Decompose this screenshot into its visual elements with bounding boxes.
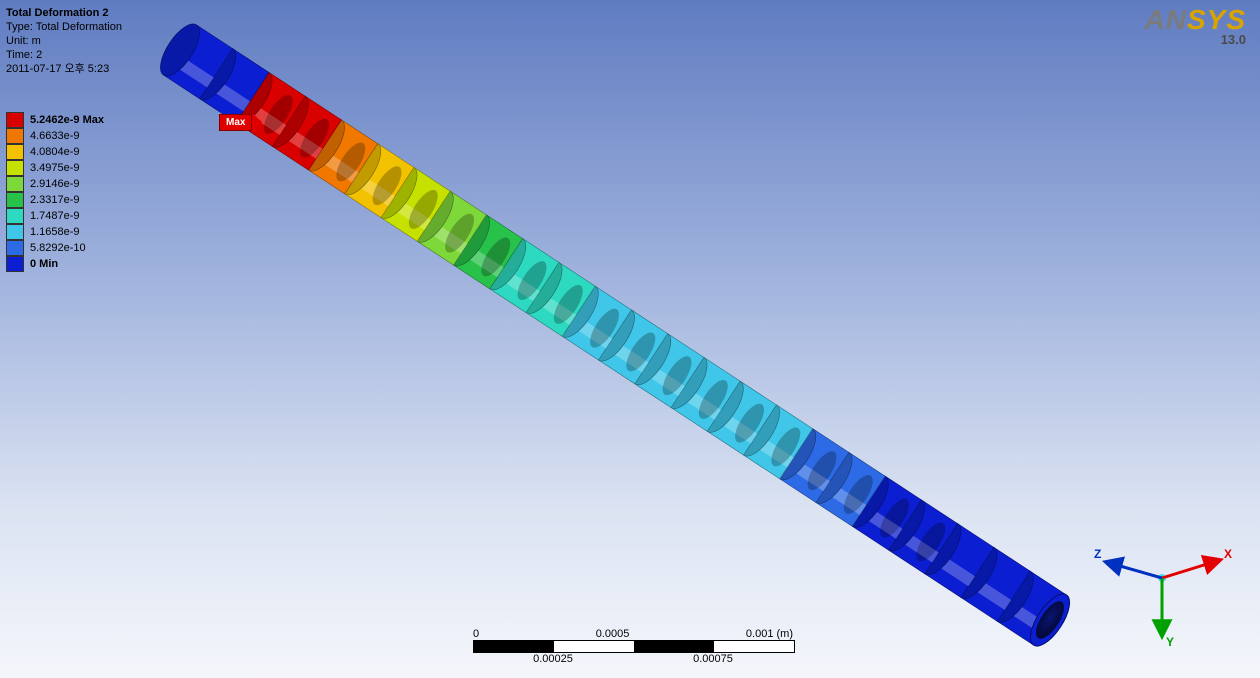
legend-label: 1.7487e-9 <box>30 210 80 222</box>
result-title: Total Deformation 2 <box>6 6 122 20</box>
result-time: Time: 2 <box>6 48 122 62</box>
result-type: Type: Total Deformation <box>6 20 122 34</box>
legend-label: 0 Min <box>30 258 58 270</box>
legend-row: 1.7487e-9 <box>6 208 104 224</box>
scale-blocks <box>473 640 795 653</box>
scale-label: 0.00075 <box>693 653 733 665</box>
legend-swatch <box>6 256 24 272</box>
legend-row: 2.3317e-9 <box>6 192 104 208</box>
legend-row: 2.9146e-9 <box>6 176 104 192</box>
result-timestamp: 2011-07-17 오후 5:23 <box>6 62 122 76</box>
scale-label: 0.0005 <box>596 628 630 640</box>
legend-swatch <box>6 192 24 208</box>
logo-sys: SYS <box>1187 4 1246 35</box>
legend-row: 1.1658e-9 <box>6 224 104 240</box>
legend-label: 2.3317e-9 <box>30 194 80 206</box>
legend-label: 2.9146e-9 <box>30 178 80 190</box>
color-legend: 5.2462e-9 Max 4.6633e-9 4.0804e-9 3.4975e-9… <box>6 112 104 272</box>
result-info: Total Deformation 2 Type: Total Deformat… <box>6 6 122 76</box>
max-probe-flag[interactable]: Max <box>219 113 262 131</box>
legend-label: 1.1658e-9 <box>30 226 80 238</box>
scale-label: 0.001 (m) <box>746 628 793 640</box>
viewport[interactable]: Total Deformation 2 Type: Total Deformat… <box>0 0 1260 678</box>
legend-row: 5.2462e-9 Max <box>6 112 104 128</box>
legend-swatch <box>6 224 24 240</box>
legend-swatch <box>6 208 24 224</box>
max-flag-arrow-icon <box>252 113 262 131</box>
logo-an: AN <box>1145 4 1187 35</box>
result-geometry[interactable] <box>0 0 1260 678</box>
legend-row: 0 Min <box>6 256 104 272</box>
legend-row: 4.6633e-9 <box>6 128 104 144</box>
legend-label: 4.6633e-9 <box>30 130 80 142</box>
triad-z-axis-icon <box>1106 562 1162 578</box>
ansys-logo: ANSYS 13.0 <box>1145 4 1246 47</box>
legend-swatch <box>6 128 24 144</box>
scale-bar: 0 0.0005 0.001 (m) 0.00025 0.00075 <box>473 628 795 665</box>
orientation-triad[interactable]: X Y Z <box>1092 530 1232 650</box>
scale-label: 0.00025 <box>533 653 573 665</box>
legend-label: 5.8292e-10 <box>30 242 86 254</box>
triad-x-label: X <box>1224 547 1232 561</box>
legend-swatch <box>6 112 24 128</box>
legend-label: 4.0804e-9 <box>30 146 80 158</box>
legend-row: 5.8292e-10 <box>6 240 104 256</box>
legend-label: 5.2462e-9 Max <box>30 114 104 126</box>
max-flag-label: Max <box>219 114 252 131</box>
legend-swatch <box>6 144 24 160</box>
legend-row: 4.0804e-9 <box>6 144 104 160</box>
triad-x-axis-icon <box>1162 560 1220 578</box>
legend-swatch <box>6 160 24 176</box>
result-unit: Unit: m <box>6 34 122 48</box>
triad-z-label: Z <box>1094 547 1101 561</box>
legend-label: 3.4975e-9 <box>30 162 80 174</box>
legend-row: 3.4975e-9 <box>6 160 104 176</box>
legend-swatch <box>6 240 24 256</box>
scale-label: 0 <box>473 628 479 640</box>
legend-swatch <box>6 176 24 192</box>
triad-y-label: Y <box>1166 635 1174 649</box>
